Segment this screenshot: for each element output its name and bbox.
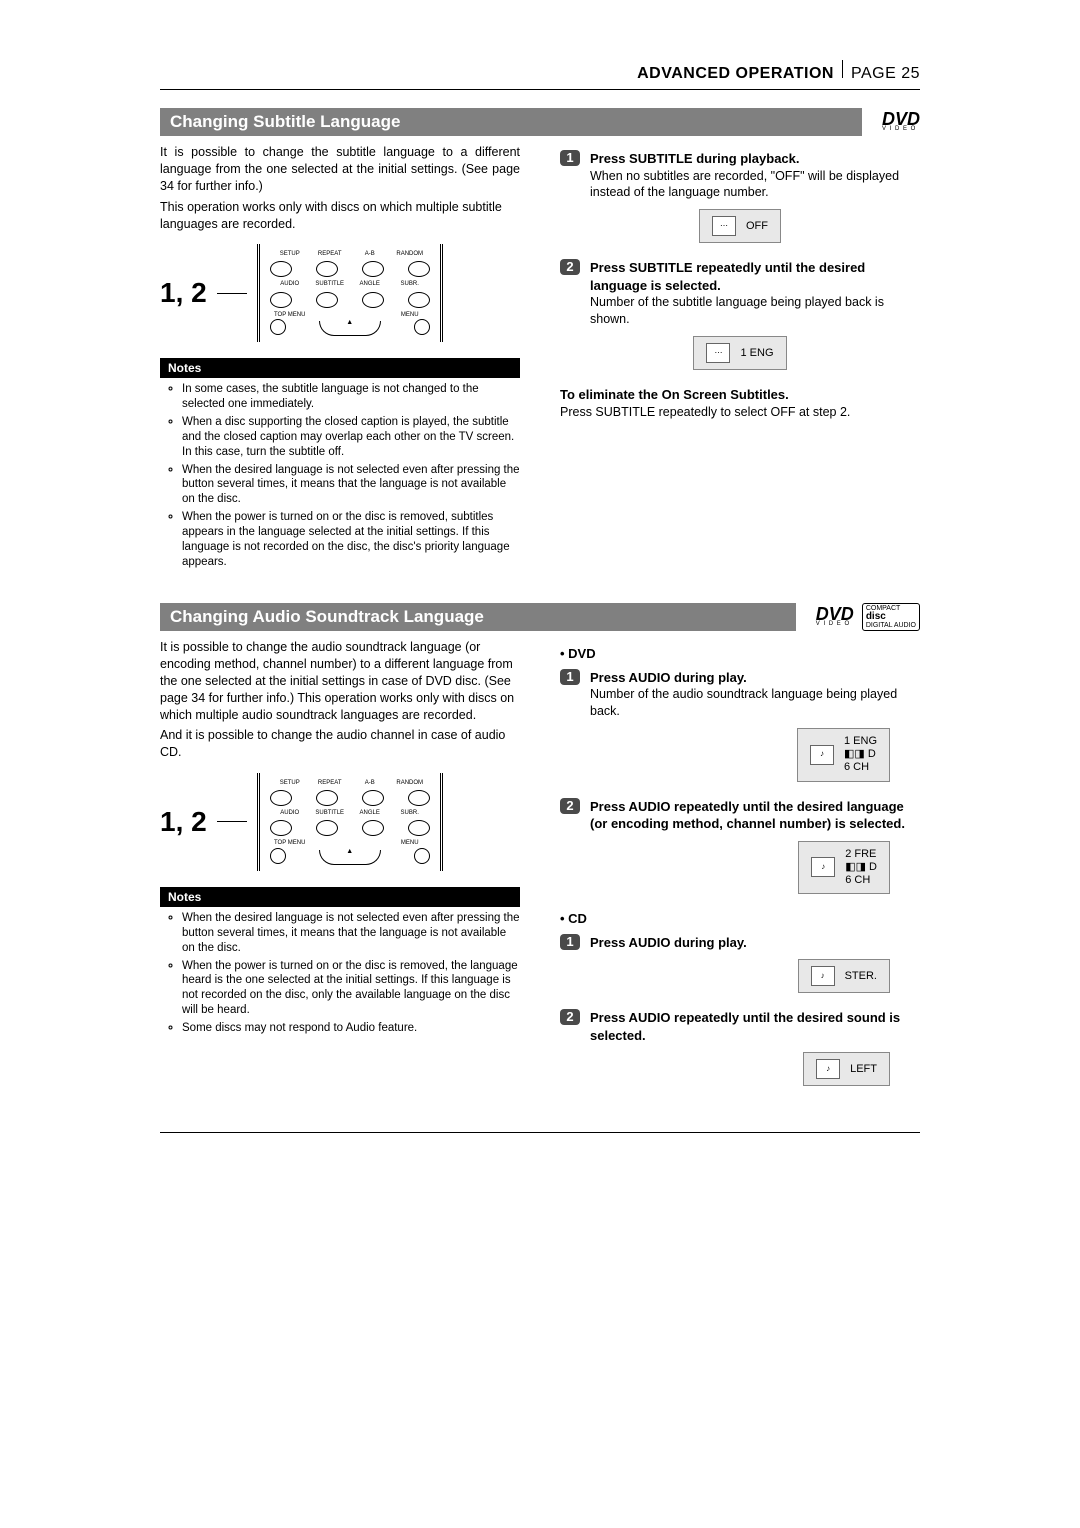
remote-figure-2: 1, 2 SETUPREPEATA-BRANDOM AUDIOSUBTITLEA… [160,773,520,870]
osd-off: ⋯ OFF [699,209,781,243]
notes-header-2: Notes [160,887,520,907]
subtitle-icon: ⋯ [706,343,730,363]
cd-step1: 1 Press AUDIO during play. [560,934,920,952]
s1-step2: 2 Press SUBTITLE repeatedly until the de… [560,259,920,328]
osd-dvd2: ♪ 2 FRE◧◨ D6 CH [798,841,890,895]
s1-intro2: This operation works only with discs on … [160,199,520,233]
header-section: ADVANCED OPERATION [637,65,834,83]
s1-intro1: It is possible to change the subtitle la… [160,144,520,195]
notes-list-1: In some cases, the subtitle language is … [160,382,520,570]
dvd-step2: 2 Press AUDIO repeatedly until the desir… [560,798,920,833]
s2-intro2: And it is possible to change the audio c… [160,727,520,761]
s2-intro1: It is possible to change the audio sound… [160,639,520,723]
section2-title: Changing Audio Soundtrack Language [160,603,796,631]
cd-heading: CD [560,910,920,928]
notes-header-1: Notes [160,358,520,378]
header-page: PAGE 25 [851,65,920,83]
page-header: ADVANCED OPERATION PAGE 25 [160,60,920,90]
audio-icon: ♪ [811,966,835,986]
osd-cd1: ♪ STER. [798,959,890,993]
osd-eng: ⋯ 1 ENG [693,336,786,370]
section1-title: Changing Subtitle Language [160,108,862,136]
notes-list-2: When the desired language is not selecte… [160,911,520,1037]
logos-2: DVDV I D E O COMPACTdiscDIGITAL AUDIO [816,603,920,631]
osd-dvd1: ♪ 1 ENG◧◨ D6 CH [797,728,890,782]
audio-icon: ♪ [810,745,834,765]
audio-icon: ♪ [816,1059,840,1079]
dvd-step1: 1 Press AUDIO during play. Number of the… [560,669,920,720]
remote-figure-1: 1, 2 SETUPREPEATA-BRANDOM AUDIOSUBTITLEA… [160,244,520,341]
subtitle-icon: ⋯ [712,216,736,236]
cd-step2: 2 Press AUDIO repeatedly until the desir… [560,1009,920,1044]
audio-icon: ♪ [811,857,835,877]
osd-cd2: ♪ LEFT [803,1052,890,1086]
eliminate-heading: To eliminate the On Screen Subtitles. [560,386,920,404]
header-divider [842,60,843,78]
footer-rule [160,1132,920,1133]
s1-step1: 1 Press SUBTITLE during playback. When n… [560,150,920,201]
dvd-heading: DVD [560,645,920,663]
dvd-logo: DVDV I D E O [882,112,920,132]
eliminate-text: Press SUBTITLE repeatedly to select OFF … [560,404,920,421]
